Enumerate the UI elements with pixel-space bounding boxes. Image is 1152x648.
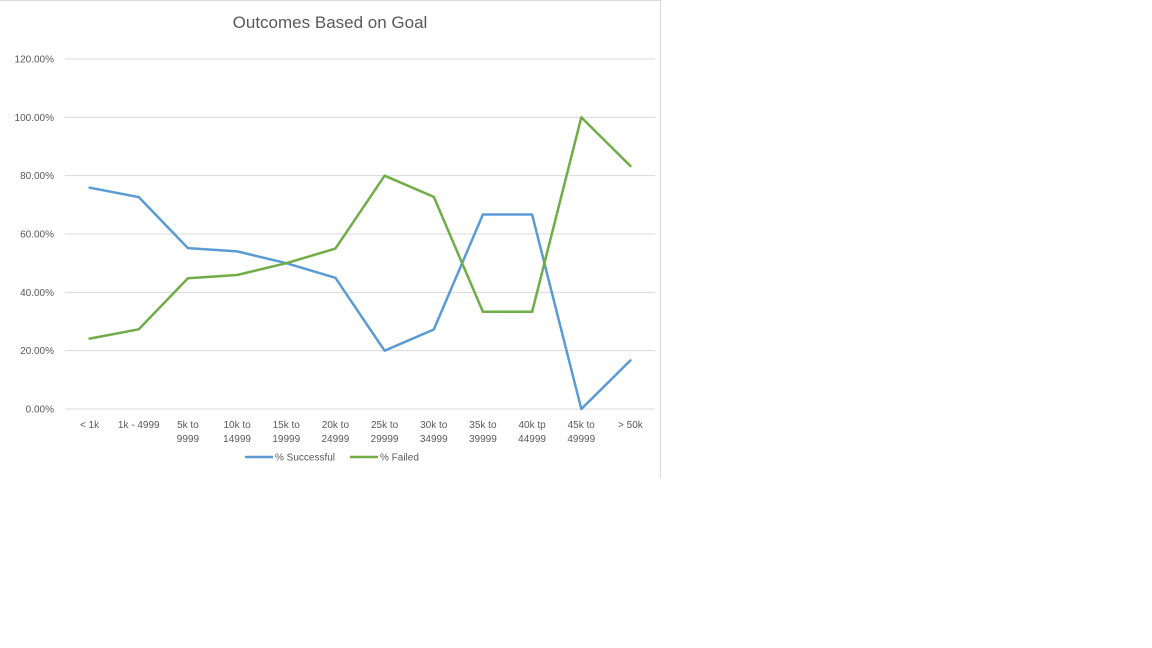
y-tick-label: 60.00% [20, 230, 54, 241]
chart-title: Outcomes Based on Goal [233, 13, 428, 32]
y-tick-label: 20.00% [20, 346, 54, 357]
x-tick-label: 45k to 49999 [567, 420, 595, 445]
x-tick-label: > 50k [618, 420, 644, 431]
y-tick-label: 120.00% [15, 55, 55, 66]
series-lines [88, 116, 632, 411]
x-tick-label: 40k tp 44999 [518, 420, 546, 445]
x-tick-label: 5k to 9999 [177, 420, 200, 445]
y-tick-label: 0.00% [26, 405, 54, 416]
legend-label: % Successful [275, 453, 335, 464]
x-tick-label: 20k to 24999 [322, 420, 350, 445]
x-tick-label: 15k to 19999 [272, 420, 300, 445]
legend: % Successful % Failed [245, 453, 419, 464]
y-tick-label: 100.00% [15, 113, 55, 124]
chart-frame: Outcomes Based on Goal 0.00% 20.00% 40.00%… [0, 0, 661, 478]
y-tick-label: 80.00% [20, 171, 54, 182]
x-tick-label: 30k to 34999 [420, 420, 448, 445]
x-tick-label: 1k - 4999 [118, 420, 160, 431]
series-line-failed [88, 116, 632, 340]
x-tick-label: 35k to 39999 [469, 420, 497, 445]
series-line-successful [88, 186, 632, 411]
x-tick-label: 25k to 29999 [371, 420, 399, 445]
x-tick-label: < 1k [80, 420, 100, 431]
legend-label: % Failed [380, 453, 419, 464]
x-axis-ticks: < 1k 1k - 4999 5k to 9999 10k to 14999 15k to 1… [80, 420, 644, 445]
line-chart: Outcomes Based on Goal 0.00% 20.00% 40.00%… [15, 13, 655, 464]
y-tick-label: 40.00% [20, 288, 54, 299]
x-tick-label: 10k to 14999 [223, 420, 251, 445]
y-axis-ticks: 0.00% 20.00% 40.00% 60.00% 80.00% 100.00% 120.… [15, 55, 55, 416]
gridlines [65, 58, 655, 410]
